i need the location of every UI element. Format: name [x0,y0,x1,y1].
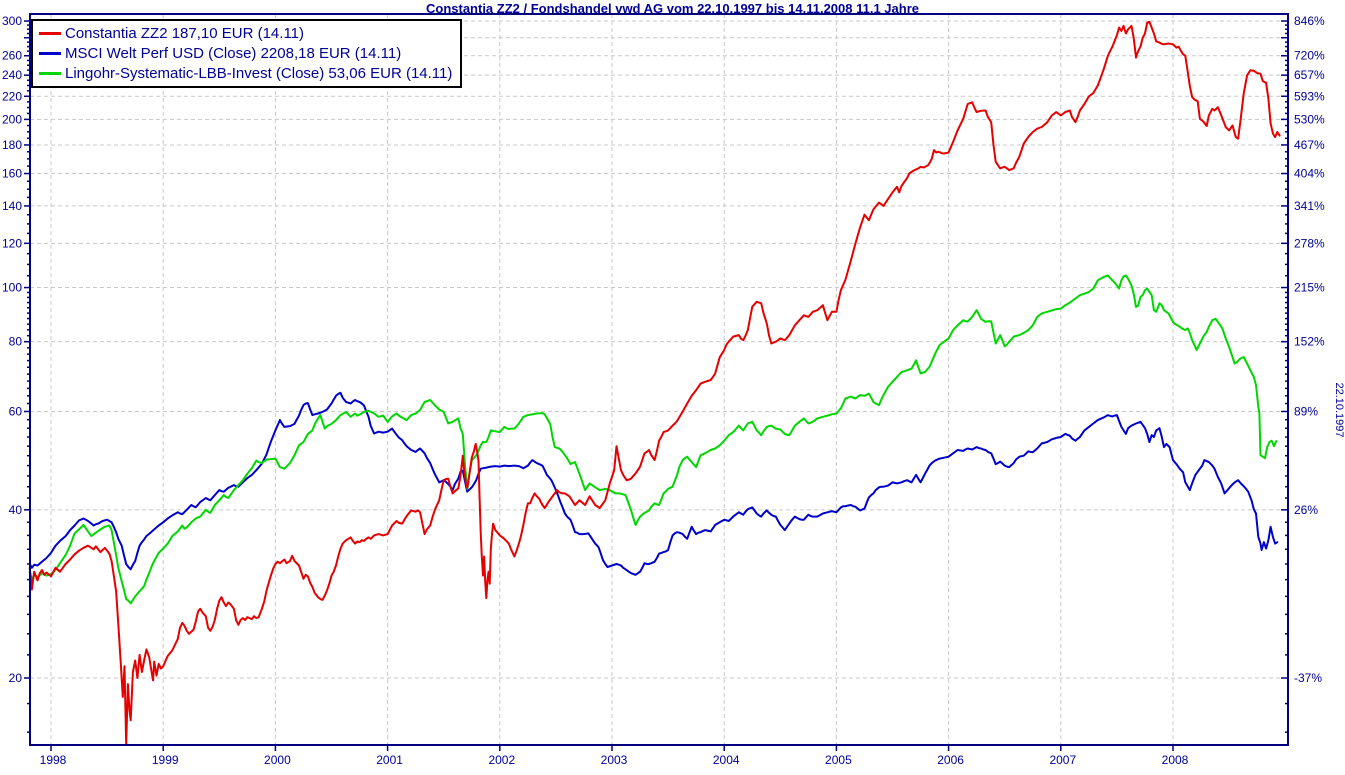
chart-title: Constantia ZZ2 / Fondshandel vwd AG vom … [425,1,919,16]
axis-ticks [24,20,1288,733]
y-axis-right-label: 215% [1294,281,1325,295]
y-axis-left-label: 220 [2,89,22,103]
x-axis-year-label: 2008 [1162,753,1189,767]
x-axis-year-label: 2000 [264,753,291,767]
y-axis-right-label: 530% [1294,112,1325,126]
y-axis-right-label: 657% [1294,68,1325,82]
y-axis-right: 846% 720% 657% 593% 530% 467% 404% 341% 278% 215%… [1294,14,1325,685]
y-axis-left-label: 40 [9,503,23,517]
y-axis-left-label: 140 [2,199,22,213]
legend-label: Constantia ZZ2 187,10 EUR (14.11) [65,24,305,42]
green-line-swatch-icon [39,71,61,75]
y-axis-left-label: 100 [2,281,22,295]
y-axis-right-label: 341% [1294,199,1325,213]
x-axis-year-label: 2006 [937,753,964,767]
y-axis-right-label: 593% [1294,89,1325,103]
x-axis-year-label: 2007 [1049,753,1076,767]
y-axis-right-label: 26% [1294,503,1318,517]
legend-label: MSCI Welt Perf USD (Close) 2208,18 EUR (… [65,44,402,62]
series-line-green [28,274,1278,605]
y-axis-left-label: 180 [2,138,22,152]
x-axis-year-label: 2003 [601,753,628,767]
y-axis-right-label: 89% [1294,404,1318,418]
reference-date-label: 22.10.1997 [1333,382,1345,437]
y-axis-left: 20 40 60 80 100 120 140 160 180 200 220 240 260 300 [2,14,22,685]
y-axis-right-label: 846% [1294,14,1325,28]
y-axis-right-label: 720% [1294,49,1325,63]
legend-label: Lingohr-Systematic-LBB-Invest (Close) 53… [65,64,453,82]
y-axis-left-label: 120 [2,236,22,250]
x-axis: 1998 1999 2000 2001 2002 2003 2004 2005 2006 2007… [40,745,1189,767]
y-axis-left-label: 20 [9,671,23,685]
y-axis-left-label: 200 [2,112,22,126]
y-axis-right-label: 152% [1294,335,1325,349]
legend-item-msci: MSCI Welt Perf USD (Close) 2208,18 EUR (… [39,43,452,63]
y-axis-left-label: 160 [2,167,22,181]
x-axis-year-label: 1999 [152,753,179,767]
x-axis-year-label: 2002 [488,753,515,767]
x-axis-year-label: 2004 [713,753,740,767]
series-line-blue [28,391,1279,576]
legend-item-lingohr: Lingohr-Systematic-LBB-Invest (Close) 53… [39,63,452,83]
y-axis-left-label: 300 [2,14,22,28]
y-axis-left-label: 240 [2,68,22,82]
x-axis-year-label: 1998 [40,753,67,767]
y-axis-right-label: 278% [1294,236,1325,250]
x-axis-year-label: 2005 [825,753,852,767]
y-axis-right-label: 467% [1294,138,1325,152]
series-line-red [28,20,1281,746]
y-axis-left-label: 260 [2,49,22,63]
y-axis-left-label: 80 [9,335,23,349]
y-axis-left-label: 60 [9,404,23,418]
y-axis-right-label: -37% [1294,671,1322,685]
blue-line-swatch-icon [39,51,61,55]
legend: Constantia ZZ2 187,10 EUR (14.11) MSCI W… [31,19,463,88]
x-axis-year-label: 2001 [376,753,403,767]
plot-frame [29,13,1289,746]
y-axis-right-label: 404% [1294,167,1325,181]
legend-item-constantia: Constantia ZZ2 187,10 EUR (14.11) [39,23,452,43]
gridlines [30,14,1288,745]
series-lines [28,20,1281,746]
red-line-swatch-icon [39,31,61,35]
